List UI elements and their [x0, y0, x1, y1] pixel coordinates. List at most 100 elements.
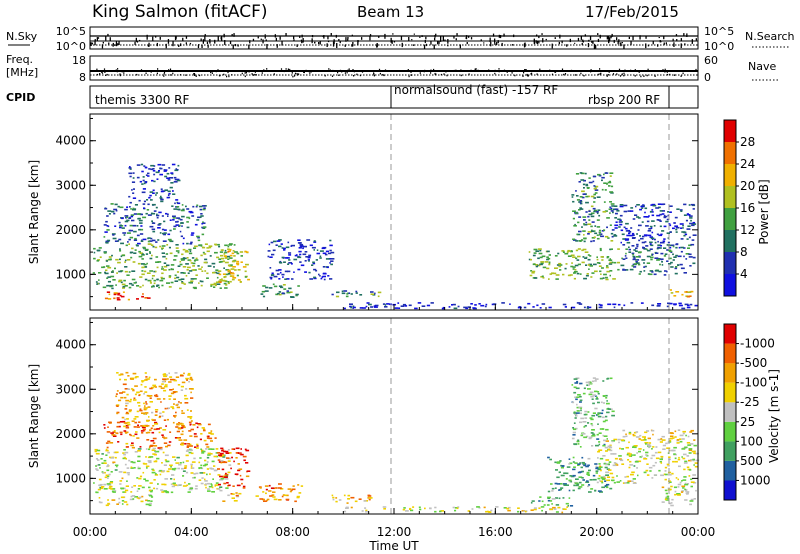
heatmap-cell: [628, 441, 630, 444]
heatmap-cell: [586, 273, 589, 275]
heatmap-cell: [658, 469, 661, 472]
heatmap-cell: [105, 504, 109, 507]
heatmap-cell: [628, 431, 632, 434]
nsky-sample: [274, 34, 276, 38]
heatmap-cell: [689, 431, 693, 433]
heatmap-cell: [121, 227, 125, 229]
heatmap-cell: [200, 213, 203, 215]
heatmap-cell: [270, 241, 274, 244]
heatmap-cell: [152, 425, 155, 427]
heatmap-cell: [690, 429, 694, 432]
heatmap-cell: [308, 260, 310, 262]
freq-sample: [619, 75, 622, 77]
heatmap-cell: [171, 163, 176, 166]
heatmap-cell: [347, 498, 350, 500]
heatmap-cell: [554, 255, 558, 257]
heatmap-cell: [657, 303, 662, 305]
heatmap-cell: [116, 503, 119, 505]
heatmap-cell: [612, 303, 617, 306]
heatmap-cell: [298, 250, 302, 253]
heatmap-cell: [573, 378, 578, 380]
nsky-sample: [599, 34, 601, 39]
heatmap-cell: [288, 259, 291, 261]
heatmap-cell: [131, 388, 134, 390]
heatmap-cell: [563, 472, 567, 474]
heatmap-cell: [185, 454, 189, 457]
heatmap-cell: [662, 210, 665, 212]
heatmap-cell: [128, 400, 132, 403]
freq-sample: [525, 69, 527, 71]
heatmap-cell: [660, 438, 663, 440]
heatmap-cell: [568, 463, 571, 465]
heatmap-cell: [236, 484, 241, 487]
heatmap-cell: [602, 444, 606, 447]
heatmap-cell: [688, 459, 692, 462]
heatmap-cell: [680, 227, 683, 229]
heatmap-cell: [229, 248, 232, 251]
heatmap-cell: [191, 215, 195, 217]
heatmap-cell: [186, 216, 190, 219]
heatmap-cell: [603, 201, 606, 203]
nsky-sample: [264, 35, 266, 39]
heatmap-cell: [153, 173, 156, 176]
heatmap-cell: [280, 286, 284, 289]
heatmap-cell: [581, 249, 584, 252]
colorbar-tick-label: -100: [740, 376, 767, 390]
heatmap-cell: [123, 422, 128, 424]
heatmap-cell: [109, 258, 112, 260]
heatmap-cell: [126, 216, 129, 219]
heatmap-cell: [187, 372, 191, 375]
heatmap-cell: [196, 443, 199, 446]
heatmap-cell: [540, 261, 545, 263]
heatmap-cell: [538, 264, 541, 267]
heatmap-cell: [528, 258, 531, 261]
heatmap-cell: [174, 202, 176, 205]
heatmap-cell: [242, 487, 246, 489]
colorbar-segment: [724, 402, 736, 422]
colorbar-segment: [724, 324, 736, 344]
heatmap-cell: [313, 268, 317, 271]
heatmap-cell: [331, 293, 334, 296]
nsky-panel-frame: [89, 26, 699, 50]
heatmap-cell: [107, 298, 112, 300]
heatmap-cell: [591, 398, 594, 400]
heatmap-cell: [660, 244, 662, 247]
heatmap-cell: [131, 270, 136, 272]
heatmap-cell: [283, 261, 286, 263]
heatmap-cell: [613, 235, 618, 237]
colorbar-segment: [724, 120, 736, 142]
heatmap-cell: [633, 454, 636, 456]
heatmap-cell: [531, 272, 535, 274]
heatmap-cell: [567, 255, 572, 257]
heatmap-cell: [609, 258, 611, 260]
heatmap-cell: [112, 431, 116, 433]
heatmap-cell: [617, 248, 620, 250]
heatmap-cell: [576, 483, 580, 486]
heatmap-cell: [217, 474, 221, 476]
nsky-sample: [676, 39, 678, 41]
heatmap-cell: [485, 510, 488, 513]
heatmap-cell: [595, 465, 597, 468]
heatmap-cell: [633, 249, 636, 251]
heatmap-cell: [578, 201, 581, 203]
heatmap-cell: [366, 302, 370, 304]
heatmap-cell: [226, 255, 231, 258]
nsky-sample: [197, 45, 200, 49]
heatmap-cell: [605, 278, 609, 281]
heatmap-cell: [555, 278, 559, 280]
freq-sample: [217, 69, 219, 71]
heatmap-cell: [227, 251, 230, 253]
heatmap-cell: [367, 494, 371, 497]
heatmap-cell: [572, 456, 575, 459]
heatmap-cell: [161, 380, 166, 383]
heatmap-cell: [173, 415, 176, 417]
x-tick-label: 00:00: [681, 525, 716, 539]
heatmap-cell: [316, 252, 321, 255]
heatmap-cell: [107, 276, 111, 278]
heatmap-cell: [165, 425, 167, 427]
heatmap-cell: [176, 456, 180, 459]
heatmap-cell: [347, 494, 351, 497]
heatmap-cell: [355, 290, 358, 293]
heatmap-cell: [595, 467, 599, 470]
heatmap-cell: [670, 502, 673, 504]
